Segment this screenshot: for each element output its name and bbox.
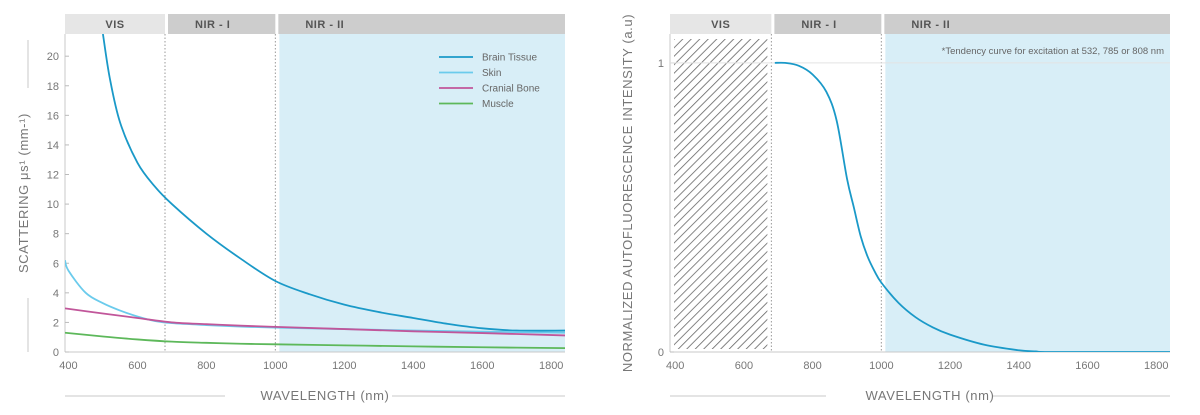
band-hatch-vis	[674, 39, 768, 349]
x-tick-label: 600	[735, 360, 753, 372]
x-tick-label: 400	[666, 360, 684, 372]
legend-label-brain-tissue: Brain Tissue	[482, 53, 537, 64]
x-axis-title: WAVELENGTH (nm)	[866, 388, 995, 403]
series-line-muscle	[65, 331, 565, 350]
legend-label-cranial-bone: Cranial Bone	[482, 84, 540, 95]
x-tick-label: 1000	[869, 360, 893, 372]
legend-label-muscle: Muscle	[482, 99, 514, 110]
band-label-nir-i: NIR - I	[801, 19, 836, 31]
y-tick-label: 0	[53, 347, 59, 359]
x-axis-title: WAVELENGTH (nm)	[261, 388, 390, 403]
band-shade-nir-ii	[279, 34, 565, 352]
band-header-nir-ii	[278, 14, 565, 34]
y-tick-label: 20	[47, 51, 59, 63]
x-tick-label: 1400	[401, 360, 425, 372]
series-line-brain-tissue	[102, 34, 565, 332]
band-label-nir-i: NIR - I	[195, 19, 230, 31]
x-tick-label: 1600	[470, 360, 494, 372]
y-tick-label: 8	[53, 229, 59, 241]
band-shade-nir-ii	[885, 34, 1170, 352]
y-tick-label: 16	[47, 110, 59, 122]
y-axis-title: NORMALIZED AUTOFLUORESCENCE INTENSITY (a…	[620, 14, 635, 372]
x-tick-label: 1200	[938, 360, 962, 372]
x-tick-label: 1800	[1144, 360, 1168, 372]
legend-label-skin: Skin	[482, 68, 501, 79]
x-tick-label: 1600	[1075, 360, 1099, 372]
series-line	[774, 61, 1170, 352]
y-tick-label: 4	[53, 288, 59, 300]
series-line-cranial-bone	[65, 307, 565, 337]
y-tick-label: 18	[47, 81, 59, 93]
band-header-nir-i	[168, 14, 276, 34]
series-group	[774, 61, 1170, 352]
band-label-nir-ii: NIR - II	[911, 19, 950, 31]
series-group	[65, 34, 565, 350]
y-tick-label: 0	[658, 347, 664, 359]
y-tick-label: 2	[53, 317, 59, 329]
y-tick-label: 1	[658, 58, 664, 70]
y-tick-label: 14	[47, 140, 59, 152]
x-tick-label: 1400	[1007, 360, 1031, 372]
band-label-nir-ii: NIR - II	[305, 19, 344, 31]
band-label-vis: VIS	[105, 19, 124, 31]
x-tick-label: 1800	[539, 360, 563, 372]
band-header-vis	[65, 14, 165, 34]
scattering-chart: VIS NIR - I NIR - II 0 2 4 6 8 10 12 14 16 18 20 400 60…	[16, 14, 565, 403]
band-header-nir-ii	[884, 14, 1170, 34]
y-tick-label: 12	[47, 170, 59, 182]
x-tick-label: 800	[197, 360, 215, 372]
x-tick-label: 800	[803, 360, 821, 372]
x-tick-label: 400	[59, 360, 77, 372]
annotation-text: *Tendency curve for excitation at 532, 7…	[942, 46, 1164, 57]
y-axis-title: SCATTERING μs¹ (mm-¹)	[16, 113, 31, 273]
x-tick-label: 1000	[263, 360, 287, 372]
band-header-nir-i	[774, 14, 882, 34]
x-tick-label: 1200	[332, 360, 356, 372]
y-tick-label: 6	[53, 258, 59, 270]
band-label-vis: VIS	[711, 19, 730, 31]
x-tick-label: 600	[128, 360, 146, 372]
y-tick-label: 10	[47, 199, 59, 211]
band-header-vis	[670, 14, 772, 34]
